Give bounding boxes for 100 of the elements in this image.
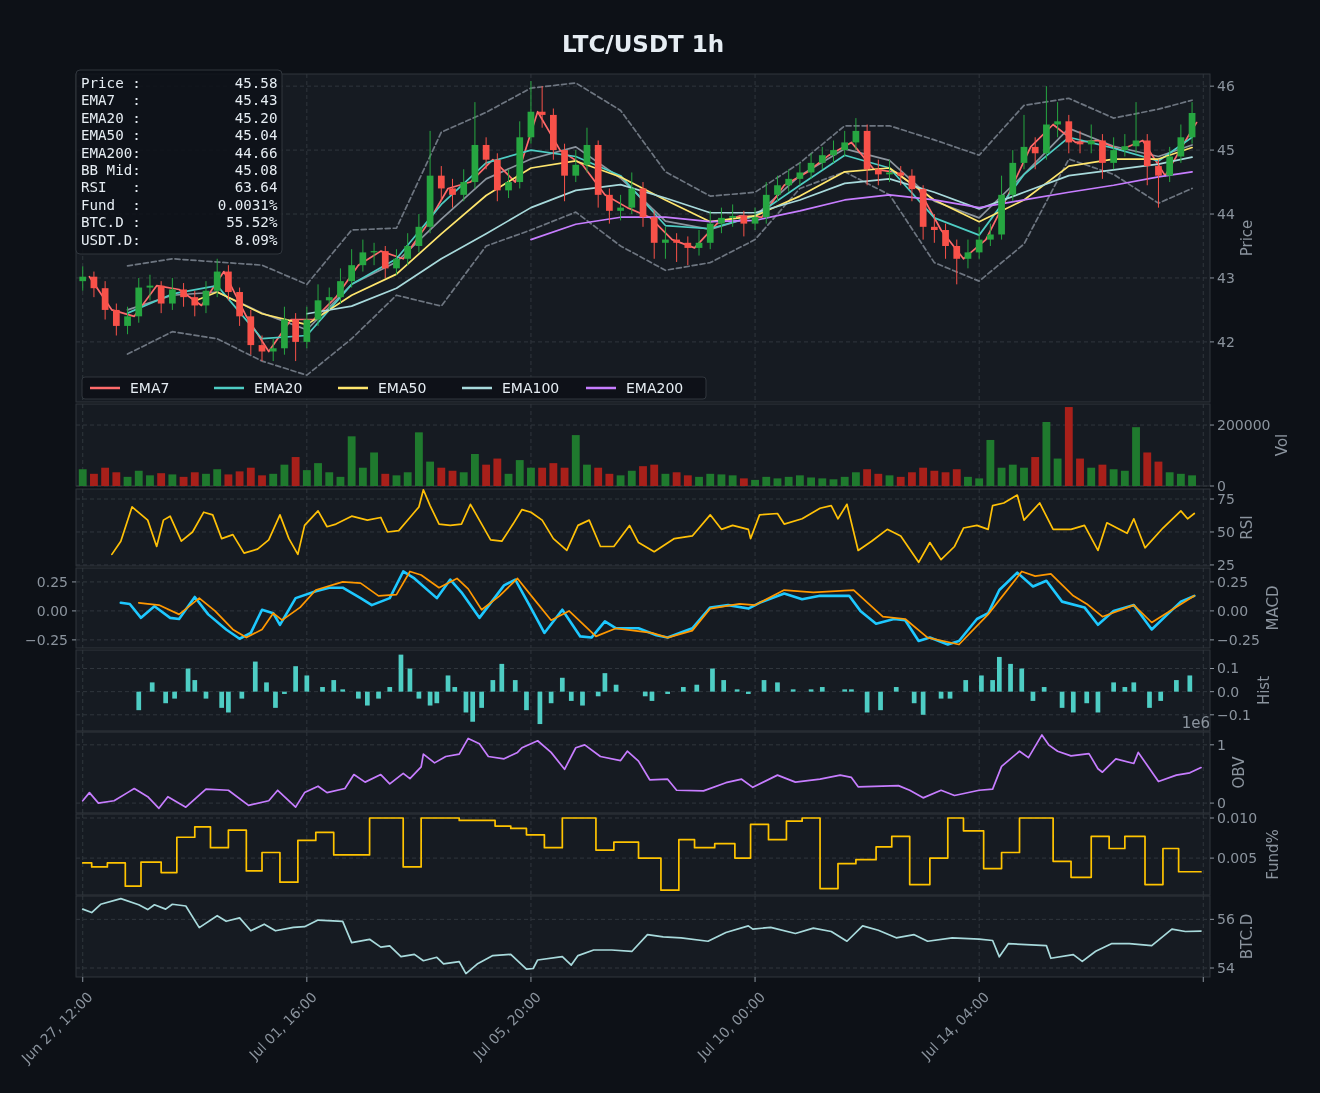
bar <box>683 475 692 486</box>
candlestick <box>841 130 849 157</box>
y-tick-label: 56 <box>1217 911 1235 928</box>
y-axis-title: Price <box>1238 219 1257 257</box>
bar <box>1008 464 1017 486</box>
candlestick <box>662 226 669 260</box>
candlestick <box>953 239 961 285</box>
candlestick <box>1054 101 1061 138</box>
bar <box>392 475 401 486</box>
bar <box>762 476 771 486</box>
y2-axis-title: MACD <box>1264 585 1282 631</box>
candlestick <box>673 232 680 263</box>
candlestick <box>314 283 322 327</box>
candlestick <box>213 258 221 298</box>
legend-label: EMA100 <box>502 379 560 396</box>
bar <box>952 469 961 486</box>
bar <box>818 478 827 486</box>
candlestick <box>774 175 781 202</box>
bar <box>314 463 322 486</box>
bar <box>527 467 535 486</box>
y-tick-label: 42 <box>1217 333 1235 350</box>
bar <box>941 472 950 486</box>
candlestick <box>146 274 154 301</box>
bar <box>134 470 143 486</box>
bar <box>1120 470 1129 486</box>
annotation: EMA200: 44.66 <box>81 144 278 161</box>
candlestick <box>538 85 546 129</box>
bar <box>269 473 278 486</box>
candlestick <box>325 287 333 311</box>
candlestick <box>1121 133 1129 157</box>
y-tick-label: 0 <box>1217 794 1226 811</box>
bar <box>202 473 210 486</box>
y-tick-label: 44 <box>1217 205 1235 222</box>
bar <box>1143 452 1152 486</box>
y-axis-title: RSI <box>1238 515 1257 540</box>
annotation: Fund : 0.0031% <box>81 196 278 213</box>
candlestick <box>1065 114 1073 154</box>
candlestick <box>897 165 905 186</box>
bar <box>661 473 670 486</box>
bar <box>964 476 972 486</box>
bar <box>829 479 838 486</box>
candlestick <box>191 290 199 317</box>
bar <box>515 460 524 486</box>
bar <box>381 473 390 486</box>
bar <box>930 470 939 486</box>
y-tick-label: 46 <box>1217 78 1235 95</box>
candlestick <box>460 168 468 202</box>
candlestick <box>830 140 837 164</box>
bar <box>784 476 793 486</box>
legend-label: EMA50 <box>378 379 427 396</box>
candlestick <box>169 277 176 311</box>
annotation: BB Mid: 45.08 <box>81 162 278 178</box>
bar <box>235 471 244 486</box>
chart-title: LTC/USDT 1h <box>561 31 725 57</box>
bar <box>695 476 703 486</box>
y-axis-title: Vol <box>1272 433 1291 457</box>
bar <box>717 474 726 486</box>
y-tick-label: 25 <box>1217 556 1235 573</box>
bar <box>1109 469 1118 486</box>
bar <box>471 453 479 486</box>
bar <box>146 475 154 486</box>
bar <box>627 470 636 486</box>
candlestick <box>740 210 748 237</box>
candlestick <box>886 159 893 183</box>
y-tick-label: 43 <box>1217 269 1235 286</box>
bar <box>325 472 334 486</box>
candlestick <box>124 306 131 335</box>
candlestick <box>796 162 804 186</box>
candlestick <box>225 264 232 301</box>
candlestick <box>404 232 412 266</box>
y-tick-label: 0.005 <box>1217 850 1258 867</box>
annotation: Price : 45.58 <box>81 75 278 91</box>
annotation: 1e6 <box>1181 714 1210 732</box>
candlestick <box>930 213 938 244</box>
candlestick <box>874 159 882 186</box>
candlestick <box>449 178 456 209</box>
bar <box>1132 427 1140 486</box>
bar <box>1176 473 1185 486</box>
bar <box>986 439 995 486</box>
y-tick-label: 54 <box>1217 959 1235 976</box>
bar <box>538 467 547 486</box>
bar <box>482 464 491 486</box>
candlestick <box>393 248 400 276</box>
candlestick <box>112 303 120 336</box>
candlestick <box>942 223 949 260</box>
bar <box>493 458 502 486</box>
bar <box>650 464 659 486</box>
bar <box>672 472 681 486</box>
bar <box>101 467 110 486</box>
bar <box>1076 458 1084 486</box>
annotation: EMA7 : 45.43 <box>81 92 278 109</box>
candlestick <box>617 194 624 221</box>
bar <box>807 477 815 486</box>
bar <box>1188 475 1196 486</box>
candlestick <box>572 149 580 183</box>
bar <box>739 478 748 486</box>
bar <box>583 464 591 486</box>
legend-label: EMA7 <box>130 379 170 396</box>
annotation: USDT.D: 8.09% <box>81 231 278 248</box>
candlestick <box>751 207 759 231</box>
